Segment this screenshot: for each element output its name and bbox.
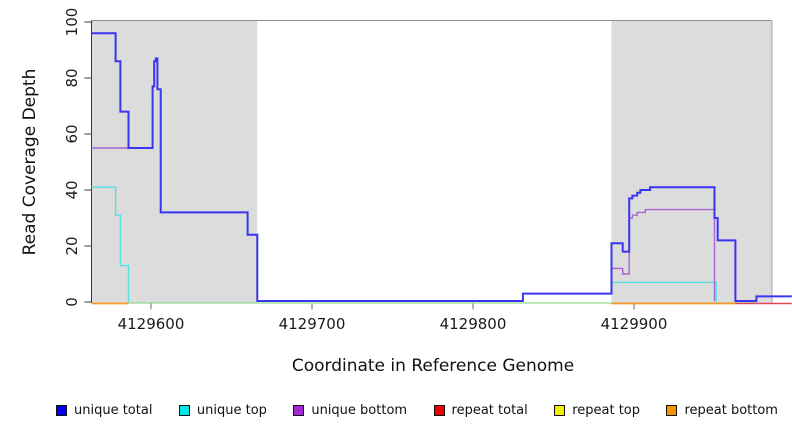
y-tick-label: 0 [63, 297, 81, 307]
legend-swatch-unique-bottom [293, 404, 305, 416]
y-tick-label: 20 [63, 236, 81, 256]
legend-label: unique total [74, 402, 153, 418]
legend-swatch-unique-total [56, 404, 67, 416]
legend-label: repeat bottom [684, 402, 778, 418]
series-unique-top [91, 186, 130, 302]
x-tick-label: 4129800 [439, 315, 507, 333]
y-tick-label: 100 [63, 7, 81, 37]
series-unique-top [611, 281, 717, 302]
x-axis-title: Coordinate in Reference Genome [291, 356, 575, 376]
y-axis-title: Read Coverage Depth [20, 68, 40, 256]
legend-swatch-repeat-top [554, 404, 566, 416]
legend-label: repeat top [572, 402, 640, 418]
y-tick-label: 40 [63, 180, 81, 200]
y-tick-label: 80 [63, 68, 81, 88]
legend-label: unique bottom [311, 402, 408, 418]
legend-item-repeat-top: repeat top [554, 403, 640, 418]
legend-label: repeat total [451, 402, 528, 418]
chart-canvas [84, 20, 792, 310]
legend-swatch-unique-top [178, 404, 190, 416]
legend-item-unique-bottom: unique bottom [293, 403, 407, 418]
x-tick-label: 4129600 [117, 315, 185, 333]
legend-swatch-repeat-bottom [666, 404, 678, 416]
y-tick-label: 60 [63, 124, 81, 144]
legend: unique total unique top unique bottom repea… [0, 400, 792, 420]
left-gray-region [91, 20, 258, 303]
series-unique-bottom [611, 208, 716, 301]
x-tick-label: 4129700 [278, 315, 346, 333]
right-gray-region [611, 20, 773, 303]
legend-item-repeat-total: repeat total [433, 402, 528, 418]
legend-label: unique top [196, 402, 267, 418]
series-unique-total [91, 32, 792, 302]
x-tick-label: 4129900 [600, 315, 668, 333]
legend-item-unique-top: unique top [178, 402, 267, 418]
legend-swatch-repeat-total [433, 404, 445, 416]
legend-item-repeat-bottom: repeat bottom [666, 403, 778, 418]
chart-svg [84, 20, 792, 310]
legend-item-unique-total: unique total [56, 403, 152, 418]
